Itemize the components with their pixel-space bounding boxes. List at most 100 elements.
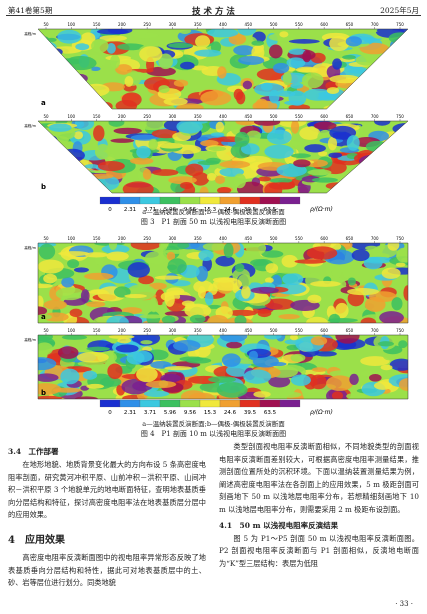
- resistivity-blob: [329, 370, 358, 377]
- resistivity-blob: [214, 175, 226, 185]
- left-column: 3.4 工作部署 在地形地貌、地质背景变化最大的方向布设 5 条高密度电阻率剖面…: [8, 446, 206, 590]
- resistivity-blob: [207, 29, 239, 38]
- resistivity-blob: [357, 81, 389, 97]
- resistivity-blob: [365, 140, 389, 153]
- axis-label: 200: [118, 114, 126, 119]
- resistivity-blob: [291, 153, 311, 159]
- resistivity-blob: [143, 390, 170, 397]
- resistivity-blob: [72, 73, 88, 83]
- axis-label: 600: [320, 236, 328, 241]
- fig4-caption: 图 4 P1 剖面 10 m 以浅视电阻率反演断面图: [140, 430, 287, 438]
- colorbar-unit: ρ/(Ω·m): [310, 206, 333, 213]
- resistivity-blob: [110, 138, 135, 143]
- resistivity-blob: [74, 121, 95, 131]
- resistivity-blob: [148, 138, 158, 151]
- resistivity-blob: [200, 90, 232, 106]
- resistivity-blob: [358, 154, 391, 168]
- resistivity-blob: [84, 272, 114, 280]
- section-image: [38, 121, 408, 193]
- resistivity-blob: [185, 357, 212, 364]
- axis-label: 700: [371, 328, 379, 333]
- colorbar-label: 3.71: [144, 207, 156, 213]
- resistivity-blob: [342, 54, 356, 60]
- resistivity-blob: [269, 178, 293, 184]
- resistivity-blob: [213, 277, 242, 291]
- resistivity-blob: [48, 123, 72, 132]
- resistivity-blob: [73, 131, 84, 140]
- resistivity-blob: [47, 160, 67, 167]
- resistivity-blob: [345, 36, 362, 47]
- section-outline: [37, 28, 409, 110]
- resistivity-blob: [43, 299, 67, 310]
- resistivity-blob: [327, 136, 338, 151]
- resistivity-blob: [286, 57, 306, 68]
- resistivity-blob: [238, 55, 265, 65]
- resistivity-blob: [361, 179, 376, 193]
- resistivity-blob: [278, 391, 302, 398]
- resistivity-blob: [234, 315, 247, 323]
- resistivity-blob: [107, 29, 133, 35]
- resistivity-blob: [276, 163, 307, 177]
- resistivity-blob: [226, 341, 243, 349]
- resistivity-blob: [217, 66, 227, 79]
- resistivity-blob: [381, 267, 401, 279]
- resistivity-blob: [385, 164, 408, 180]
- resistivity-blob: [38, 71, 64, 83]
- colorbar-swatch: [159, 196, 181, 205]
- resistivity-blob: [277, 121, 307, 128]
- axis-label: 250: [143, 236, 151, 241]
- axis-label: 50: [43, 114, 49, 119]
- resistivity-blob: [374, 68, 397, 81]
- resistivity-blob: [257, 308, 272, 318]
- colorbar-label: 2.31: [124, 410, 136, 416]
- resistivity-blob: [164, 366, 193, 371]
- resistivity-blob: [334, 100, 349, 109]
- section-outline: [37, 120, 409, 194]
- colorbar-label: 0: [108, 410, 112, 416]
- resistivity-blob: [38, 259, 64, 274]
- panel-label: b: [41, 389, 46, 397]
- resistivity-blob: [80, 32, 96, 45]
- colorbar-label: 39.5: [244, 207, 257, 213]
- resistivity-blob: [384, 142, 406, 155]
- resistivity-blob: [57, 346, 79, 359]
- resistivity-blob: [360, 317, 377, 323]
- resistivity-blob: [97, 160, 125, 172]
- resistivity-blob: [215, 255, 235, 267]
- resistivity-blob: [353, 152, 383, 164]
- resistivity-blob: [189, 314, 206, 323]
- colorbar-label: 5.96: [164, 207, 177, 213]
- axis-label: 200: [118, 236, 126, 241]
- colorbar-swatch: [139, 196, 161, 205]
- resistivity-blob: [348, 89, 368, 99]
- resistivity-blob: [107, 363, 123, 380]
- axis-label: 400: [219, 328, 227, 333]
- resistivity-blob: [38, 383, 62, 395]
- axis-label: 250: [143, 328, 151, 333]
- axis-label: 650: [346, 328, 354, 333]
- section-heading: 3.4 工作部署: [8, 447, 59, 456]
- resistivity-blob: [264, 277, 274, 284]
- resistivity-blob: [146, 66, 176, 77]
- resistivity-blob: [54, 95, 82, 109]
- resistivity-blob: [173, 79, 189, 87]
- resistivity-blob: [176, 103, 204, 109]
- resistivity-blob: [378, 150, 388, 159]
- resistivity-blob: [281, 254, 298, 268]
- colorbar-swatch: [259, 399, 281, 408]
- section-heading: 4.1 50 m 以浅视电阻率反演结果: [219, 520, 339, 530]
- section-image: [38, 243, 408, 323]
- resistivity-blob: [130, 243, 161, 251]
- resistivity-blob: [310, 336, 328, 346]
- resistivity-blob: [60, 368, 80, 385]
- resistivity-blob: [55, 287, 84, 301]
- resistivity-blob: [178, 29, 192, 34]
- resistivity-blob: [350, 184, 362, 190]
- axis-label: 350: [194, 22, 202, 27]
- resistivity-blob: [145, 380, 177, 389]
- colorbar-label: 0: [108, 207, 112, 213]
- resistivity-blob: [45, 92, 76, 109]
- resistivity-blob: [158, 142, 184, 149]
- axis-label: 300: [169, 328, 177, 333]
